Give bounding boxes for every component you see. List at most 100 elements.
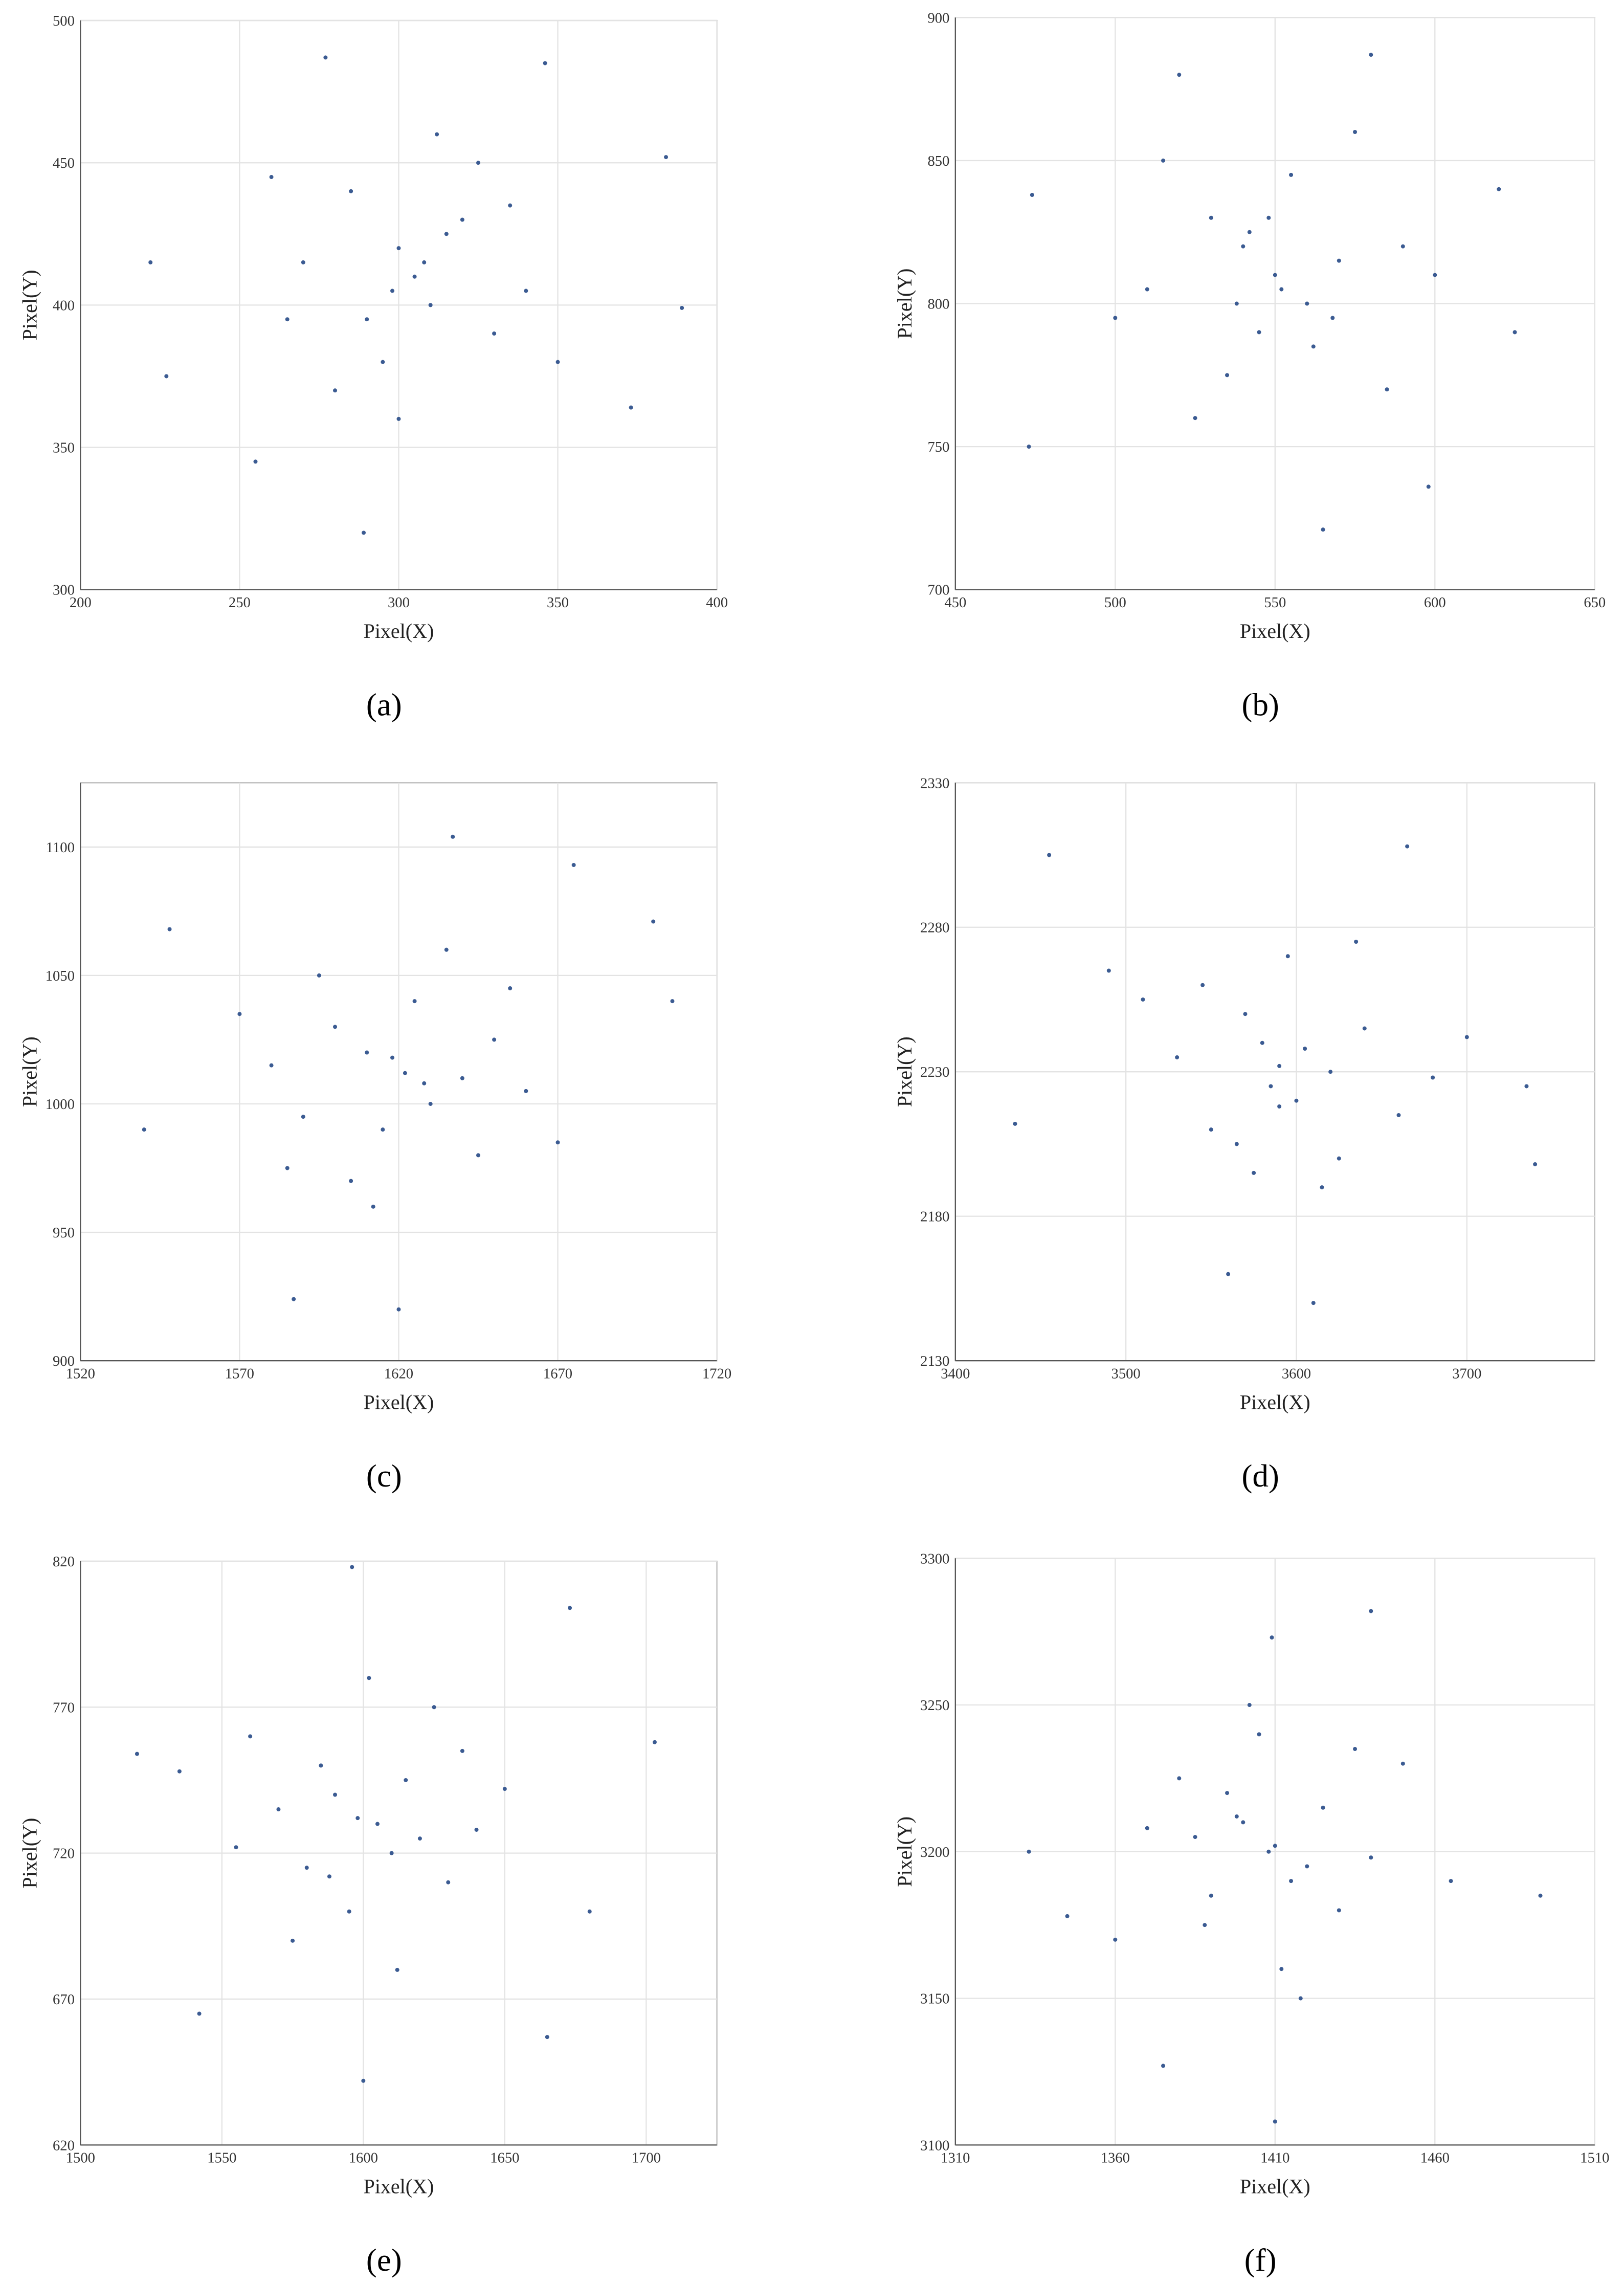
point xyxy=(1320,1185,1324,1190)
point xyxy=(476,1153,480,1158)
y-tick-label: 800 xyxy=(927,297,949,313)
point xyxy=(1225,1791,1230,1796)
y-tick-label: 3150 xyxy=(920,1991,949,2007)
point xyxy=(1273,2119,1277,2124)
point xyxy=(543,61,547,65)
point xyxy=(1354,939,1359,944)
panel: 3400 3500 3600 3700 2130 2180 2230 2280 2330 Pixe… xyxy=(893,775,1595,1494)
point xyxy=(1047,853,1052,857)
point xyxy=(1449,1879,1453,1883)
x-tick-label: 1460 xyxy=(1420,2151,1450,2166)
panel: 200 250 300 350 400 300 350 400 450 500 Pixel(X) Pi… xyxy=(18,13,728,723)
point xyxy=(1234,1142,1239,1146)
y-tick-label: 2130 xyxy=(920,1354,949,1369)
y-tick-label: 500 xyxy=(53,13,75,29)
y-tick-label: 770 xyxy=(53,1700,75,1716)
point xyxy=(350,1565,354,1569)
point xyxy=(1400,1761,1405,1766)
point xyxy=(403,1071,407,1075)
y-tick-label: 450 xyxy=(53,156,75,171)
point xyxy=(347,1909,351,1914)
point xyxy=(1252,1170,1256,1175)
caption: (d) xyxy=(1242,1458,1279,1494)
point xyxy=(1193,416,1197,420)
point xyxy=(446,1880,451,1885)
y-tick-label: 3300 xyxy=(920,1551,949,1567)
y-tick-label: 3200 xyxy=(920,1845,949,1860)
point xyxy=(451,834,455,839)
point xyxy=(1175,1055,1180,1059)
point xyxy=(1512,330,1517,335)
point xyxy=(422,260,427,264)
point xyxy=(291,1938,295,1943)
point xyxy=(1113,1937,1118,1942)
point xyxy=(460,217,464,222)
point xyxy=(197,2011,202,2016)
point xyxy=(135,1752,139,1756)
point xyxy=(1464,1035,1469,1039)
y-tick-label: 2180 xyxy=(920,1209,949,1225)
point xyxy=(367,1676,371,1680)
point xyxy=(1226,1272,1231,1276)
point xyxy=(285,317,290,322)
x-tick-label: 1720 xyxy=(702,1366,731,1382)
y-axis-label: Pixel(Y) xyxy=(893,1816,916,1887)
point xyxy=(1279,1967,1284,1971)
x-axis-label: Pixel(X) xyxy=(1240,2175,1310,2198)
point xyxy=(1289,1879,1294,1883)
point xyxy=(1209,215,1213,220)
point xyxy=(1269,1084,1273,1089)
point xyxy=(1277,1063,1282,1068)
point xyxy=(248,1734,253,1739)
y-tick-label: 3250 xyxy=(920,1698,949,1714)
point xyxy=(1161,2064,1166,2068)
x-tick-label: 1520 xyxy=(66,1366,95,1382)
point xyxy=(276,1807,281,1812)
point xyxy=(396,246,401,251)
point xyxy=(651,919,656,924)
point xyxy=(432,1705,436,1710)
point xyxy=(1273,273,1277,277)
x-tick-label: 3600 xyxy=(1282,1366,1311,1382)
y-tick-label: 300 xyxy=(53,583,75,599)
point xyxy=(1311,1301,1316,1305)
x-tick-label: 200 xyxy=(70,595,92,611)
point xyxy=(1177,73,1182,77)
point xyxy=(1353,129,1358,135)
point xyxy=(492,1037,497,1042)
x-tick-label: 1410 xyxy=(1260,2151,1289,2166)
y-tick-label: 900 xyxy=(53,1354,75,1369)
point xyxy=(355,1816,360,1821)
caption: (b) xyxy=(1242,687,1279,723)
point xyxy=(323,55,328,60)
point xyxy=(460,1748,464,1753)
x-tick-label: 550 xyxy=(1264,595,1286,611)
point xyxy=(508,986,513,991)
point xyxy=(390,1055,395,1060)
point xyxy=(1433,273,1437,277)
point xyxy=(361,2078,366,2083)
x-tick-label: 1510 xyxy=(1580,2151,1609,2166)
point xyxy=(1277,1104,1282,1109)
point xyxy=(317,973,321,978)
point xyxy=(460,1076,464,1080)
point xyxy=(1161,158,1166,163)
point xyxy=(1270,1635,1274,1640)
point xyxy=(349,1179,353,1183)
point xyxy=(1285,954,1290,959)
point xyxy=(349,189,353,193)
point xyxy=(1426,484,1431,489)
point xyxy=(148,260,153,264)
point xyxy=(1273,1844,1277,1848)
point xyxy=(1524,1084,1529,1089)
y-axis-label: Pixel(Y) xyxy=(18,1036,41,1107)
x-axis-label: Pixel(X) xyxy=(364,2175,434,2198)
point xyxy=(1209,1893,1213,1898)
y-axis-label: Pixel(Y) xyxy=(18,270,41,340)
point xyxy=(396,416,401,421)
point xyxy=(381,1127,385,1132)
y-tick-label: 820 xyxy=(53,1554,75,1570)
point xyxy=(395,1967,399,1972)
point xyxy=(444,947,449,952)
point xyxy=(164,374,169,379)
